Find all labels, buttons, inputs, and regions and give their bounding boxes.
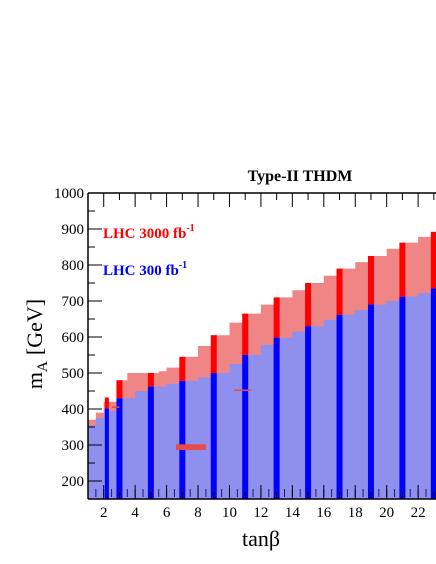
lhc-300-stripe (104, 408, 109, 499)
lhc-3000-artifact (176, 444, 206, 451)
x-tick-label: 6 (163, 505, 171, 521)
lhc-3000-stripe (305, 283, 312, 327)
y-tick-label: 700 (62, 294, 85, 310)
legend-entry-lhc-300: LHC 300 fb-1 (103, 260, 187, 279)
y-tick-label: 800 (62, 258, 85, 274)
axes-frame (87, 192, 436, 500)
y-tick-label: 900 (62, 222, 85, 238)
lhc-3000-stripe (179, 356, 186, 381)
y-tick-label: 400 (62, 402, 85, 418)
lhc-300-fill (88, 288, 436, 499)
x-tick-label: 14 (285, 505, 301, 521)
y-axis-label-sub: A (35, 361, 51, 372)
y-tick-label: 1000 (54, 186, 84, 202)
lhc-3000-stripe (147, 373, 154, 387)
legend-label-lhc-3000: LHC 3000 fb (103, 226, 186, 242)
lhc-3000-stripe (430, 231, 436, 289)
x-tick-label: 20 (379, 505, 394, 521)
lhc-300-stripe (399, 296, 406, 499)
x-tick-label: 22 (411, 505, 426, 521)
lhc-300-stripe (179, 380, 186, 499)
lhc-300-stripe (242, 355, 249, 499)
y-tick-label: 600 (62, 330, 85, 346)
x-tick-label: 8 (194, 505, 202, 521)
lhc-300-stripe (116, 398, 123, 499)
lhc-3000-stripe (116, 380, 123, 399)
legend: LHC 3000 fb-1 LHC 300 fb-1 (103, 223, 195, 279)
lhc-3000-stripe (104, 397, 109, 409)
legend-sup-lhc-300: -1 (179, 260, 187, 271)
lhc-3000-stripe (336, 268, 343, 315)
y-axis-label: mA [GeV] (22, 299, 51, 389)
legend-entry-lhc-3000: LHC 3000 fb-1 (103, 223, 195, 242)
lhc-300-stripe (305, 326, 312, 499)
lhc-300-stripe (147, 386, 154, 499)
x-tick-label: 12 (253, 505, 268, 521)
lhc-3000-stripe (242, 313, 249, 355)
lhc-300-stripe (367, 304, 374, 499)
lhc-300-stripe (430, 288, 436, 499)
y-axis-label-main: m (22, 372, 47, 389)
y-tick-label: 500 (62, 366, 85, 382)
lhc-300-stripe (336, 314, 343, 499)
lhc-3000-stripe (367, 256, 374, 305)
axis-ticks: 2468101214161820222420030040050060070080… (54, 186, 435, 521)
x-tick-label: 18 (348, 505, 363, 521)
plot-area (88, 231, 436, 499)
lhc-3000-stripe (399, 242, 406, 297)
x-axis-label: tanβ (242, 526, 280, 551)
x-tick-label: 16 (316, 505, 332, 521)
chart-title: Type-II THDM (248, 168, 353, 185)
legend-label-lhc-300: LHC 300 fb (103, 263, 179, 279)
lhc-300-stripe (210, 373, 217, 499)
lhc-300-stripe (273, 337, 280, 499)
x-tick-label: 2 (100, 505, 108, 521)
lhc-3000-stripe (210, 335, 217, 373)
y-tick-label: 300 (62, 438, 85, 454)
lhc-300-region (88, 288, 436, 499)
lhc-3000-stripe (273, 297, 280, 338)
x-tick-label: 10 (222, 505, 237, 521)
y-axis-label-unit: [GeV] (22, 299, 47, 355)
y-tick-label: 200 (62, 474, 85, 490)
x-tick-label: 4 (131, 505, 139, 521)
legend-sup-lhc-3000: -1 (186, 223, 194, 234)
